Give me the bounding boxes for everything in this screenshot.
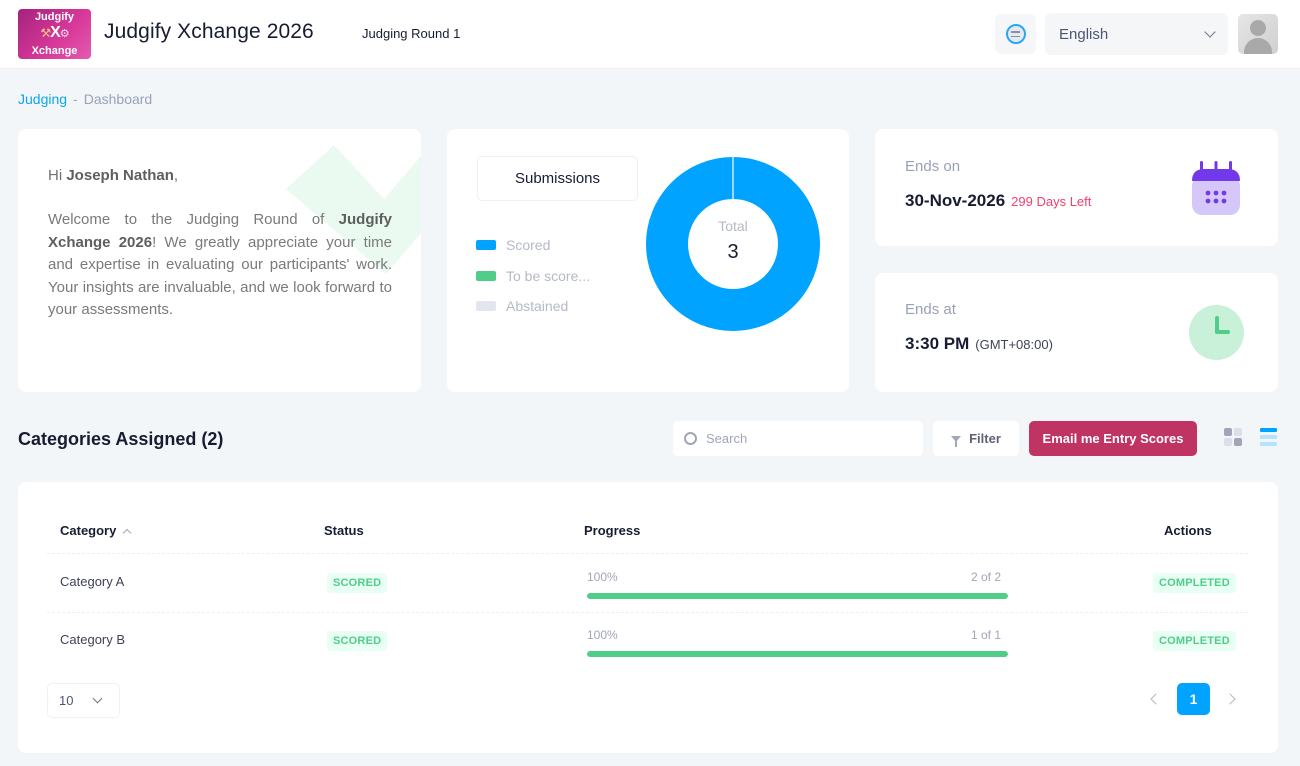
welcome-message: Welcome to the Judging Round of Judgify …	[48, 211, 392, 318]
logo-x: X	[50, 24, 61, 41]
ends-at-label: Ends at	[905, 301, 956, 318]
column-header-status: Status	[324, 523, 364, 538]
page-size-value: 10	[59, 693, 74, 708]
donut-total-value: 3	[727, 241, 738, 263]
progress-percent: 100%	[587, 628, 618, 642]
page-size-select[interactable]: 10	[47, 683, 120, 718]
logo-mark: ⚒X⚙	[18, 23, 91, 44]
action-completed-badge[interactable]: COMPLETED	[1153, 573, 1236, 593]
timezone: (GMT+08:00)	[975, 337, 1053, 352]
ends-on-label: Ends on	[905, 158, 961, 175]
progress-fill	[587, 593, 1008, 599]
chart-legend: Scored To be score... Abstained	[476, 235, 590, 327]
search-icon	[684, 432, 697, 445]
ends-at-card: Ends at 3:30 PM (GMT+08:00)	[875, 273, 1278, 392]
clock-icon	[1189, 305, 1244, 360]
column-header-actions: Actions	[1164, 523, 1212, 538]
legend-item-to-be-scored[interactable]: To be score...	[476, 266, 590, 286]
next-page-button[interactable]	[1224, 691, 1240, 707]
user-avatar[interactable]	[1238, 14, 1278, 54]
filter-label: Filter	[969, 431, 1001, 446]
calendar-icon	[1192, 161, 1240, 215]
status-badge: SCORED	[327, 573, 388, 593]
greeting: Hi Joseph Nathan,	[48, 167, 179, 184]
row-divider	[47, 553, 1248, 554]
ends-on-card: Ends on 30-Nov-2026 299 Days Left	[875, 129, 1278, 246]
filter-icon	[951, 435, 962, 447]
legend-swatch	[476, 301, 496, 311]
grid-view-icon	[1224, 428, 1232, 436]
tab-submissions[interactable]: Submissions	[477, 156, 638, 201]
logo-text-top: Judgify	[34, 11, 75, 23]
legend-label: Scored	[506, 237, 551, 253]
checkmark-watermark-icon	[286, 145, 421, 274]
status-badge: SCORED	[327, 631, 388, 651]
category-name[interactable]: Category B	[60, 632, 126, 647]
email-entry-scores-button[interactable]: Email me Entry Scores	[1029, 421, 1197, 456]
legend-swatch	[476, 240, 496, 250]
breadcrumb-judging[interactable]: Judging	[18, 91, 68, 107]
event-name: Judgify Xchange 2026	[48, 211, 392, 251]
language-select[interactable]: English	[1045, 13, 1228, 55]
end-date: 30-Nov-2026	[905, 191, 1006, 210]
legend-label: To be score...	[506, 267, 591, 284]
action-completed-badge[interactable]: COMPLETED	[1153, 631, 1236, 651]
grid-view-toggle[interactable]	[1224, 428, 1242, 446]
progress-bar	[587, 593, 1008, 599]
avatar-head	[1250, 20, 1266, 36]
list-view-icon	[1260, 428, 1277, 432]
notification-button[interactable]	[995, 14, 1036, 54]
chevron-down-icon	[93, 693, 103, 704]
gavel-icon: ⚒	[40, 26, 51, 40]
legend-item-scored[interactable]: Scored	[476, 235, 590, 255]
row-divider	[47, 612, 1248, 613]
search-input[interactable]	[706, 431, 906, 446]
progress-percent: 100%	[587, 570, 618, 584]
notification-icon	[1005, 24, 1026, 44]
categories-title: Categories Assigned (2)	[18, 429, 224, 449]
days-left: 299 Days Left	[1011, 194, 1092, 209]
round-label: Judging Round 1	[362, 26, 461, 41]
legend-item-abstained[interactable]: Abstained	[476, 296, 590, 316]
cog-icon: ⚙	[59, 28, 70, 40]
breadcrumb: Judging - Dashboard	[18, 91, 152, 107]
app-title: Judgify Xchange 2026	[104, 20, 314, 43]
progress-fill	[587, 651, 1008, 657]
submissions-donut-chart: Total 3	[646, 155, 820, 331]
previous-page-button[interactable]	[1147, 691, 1163, 707]
user-name: Joseph Nathan	[66, 167, 174, 184]
progress-bar	[587, 651, 1008, 657]
legend-label: Abstained	[506, 298, 569, 314]
end-time: 3:30 PM	[905, 334, 970, 353]
logo-text-bottom: Xchange	[31, 45, 78, 57]
donut-total-label: Total	[718, 218, 748, 234]
top-header: Judgify ⚒X⚙ Xchange Judgify Xchange 2026…	[0, 0, 1300, 69]
category-name[interactable]: Category A	[60, 574, 125, 589]
progress-count: 2 of 2	[970, 570, 1001, 584]
legend-swatch	[476, 270, 496, 281]
search-box[interactable]	[673, 421, 923, 456]
filter-button[interactable]: Filter	[933, 421, 1019, 456]
avatar-body	[1244, 38, 1272, 54]
submissions-card: Submissions Scored To be score... Abstai…	[447, 129, 849, 392]
welcome-card: Hi Joseph Nathan, Welcome to the Judging…	[18, 129, 421, 392]
progress-count: 1 of 1	[970, 628, 1001, 642]
breadcrumb-dashboard: Dashboard	[83, 91, 153, 107]
ends-on-value: 30-Nov-2026 299 Days Left	[905, 191, 1091, 211]
app-logo[interactable]: Judgify ⚒X⚙ Xchange	[18, 9, 91, 59]
column-header-progress: Progress	[584, 523, 641, 538]
ends-at-value: 3:30 PM (GMT+08:00)	[905, 334, 1053, 354]
chevron-down-icon	[1204, 26, 1216, 38]
categories-table: Category Status Progress Actions Categor…	[18, 482, 1278, 753]
page-1-button[interactable]: 1	[1177, 683, 1210, 715]
breadcrumb-separator: -	[73, 91, 78, 107]
column-header-category[interactable]: Category	[60, 523, 132, 538]
list-view-toggle[interactable]	[1260, 428, 1277, 446]
language-selected: English	[1059, 25, 1109, 43]
sort-ascending-icon	[123, 528, 132, 538]
